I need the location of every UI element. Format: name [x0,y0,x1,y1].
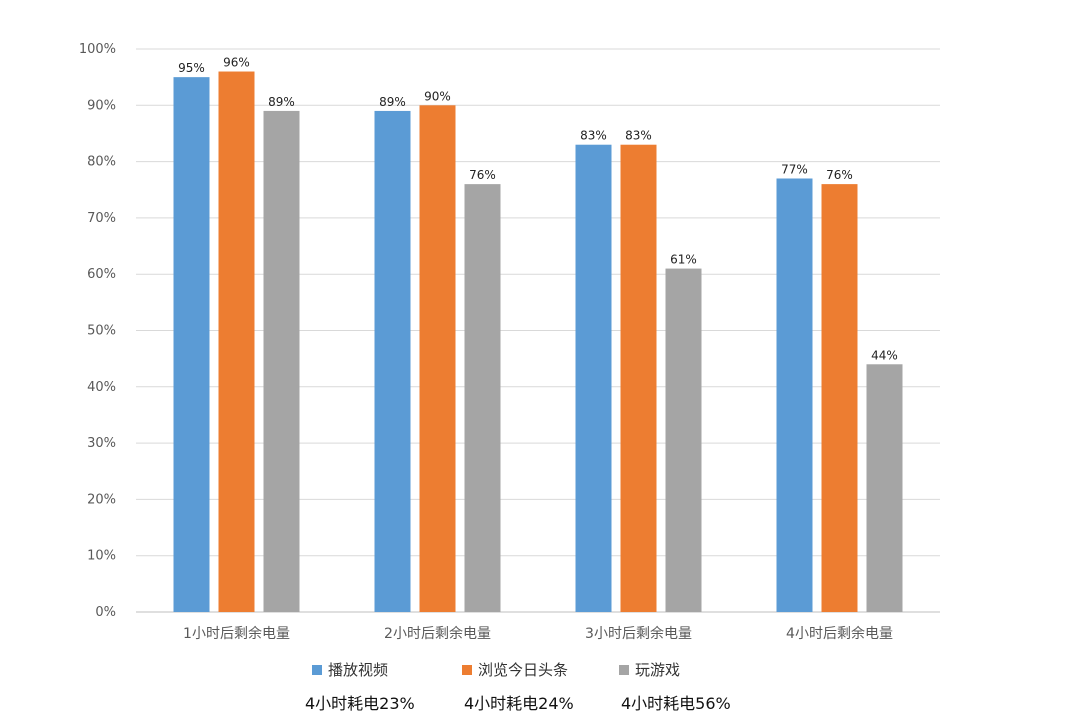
bar [866,364,903,612]
data-label: 96% [223,56,250,70]
legend-swatch [462,665,472,675]
footnotes: 4小时耗电23% 4小时耗电24% 4小时耗电56% [305,694,731,713]
data-label: 89% [379,95,406,109]
y-tick-label: 20% [87,492,116,507]
data-label: 95% [178,61,205,75]
data-label: 76% [469,168,496,182]
bar [419,105,456,613]
bar [776,178,813,613]
legend-item: 浏览今日头条 [462,661,568,679]
y-tick-label: 0% [95,605,116,620]
data-label: 83% [625,129,652,143]
data-label: 90% [424,89,451,103]
legend-item: 玩游戏 [619,661,680,679]
x-category-label: 1小时后剩余电量 [183,625,290,642]
x-axis-category-labels: 1小时后剩余电量 2小时后剩余电量 3小时后剩余电量 4小时后剩余电量 [183,625,893,642]
bar [374,110,411,613]
legend-label: 浏览今日头条 [478,661,568,679]
y-axis-ticks: 0% 10% 20% 30% 40% 50% 60% 70% 80% 90% 100% [79,42,116,620]
legend-swatch [312,665,322,675]
bar [218,71,255,612]
bar [464,184,501,612]
y-tick-label: 30% [87,436,116,451]
data-label: 76% [826,168,853,182]
y-tick-label: 50% [87,324,116,339]
y-tick-label: 100% [79,42,116,57]
legend-label: 播放视频 [328,661,388,679]
data-label: 77% [781,162,808,176]
y-tick-label: 80% [87,155,116,170]
x-category-label: 3小时后剩余电量 [585,625,692,642]
bar [620,144,657,612]
x-category-label: 2小时后剩余电量 [384,625,491,642]
y-tick-label: 40% [87,380,116,395]
footnote: 4小时耗电56% [621,694,731,713]
data-label: 89% [268,95,295,109]
bar [665,268,702,612]
data-labels: 95% 96% 89% 89% 90% 76% 83% 83% 61% 77% 76% 44% [178,56,898,363]
y-tick-label: 60% [87,267,116,282]
bars [173,71,903,613]
bar [575,144,612,612]
y-tick-label: 70% [87,211,116,226]
bar [263,110,300,613]
data-label: 44% [871,348,898,362]
footnote: 4小时耗电24% [464,694,574,713]
footnote: 4小时耗电23% [305,694,415,713]
bar [821,184,858,612]
legend-swatch [619,665,629,675]
x-category-label: 4小时后剩余电量 [786,625,893,642]
legend: 播放视频 浏览今日头条 玩游戏 [312,661,680,679]
y-tick-label: 10% [87,549,116,564]
legend-item: 播放视频 [312,661,388,679]
data-label: 83% [580,129,607,143]
data-label: 61% [670,253,697,267]
legend-label: 玩游戏 [635,661,680,679]
bar [173,77,210,612]
gridlines [136,48,940,613]
y-tick-label: 90% [87,98,116,113]
